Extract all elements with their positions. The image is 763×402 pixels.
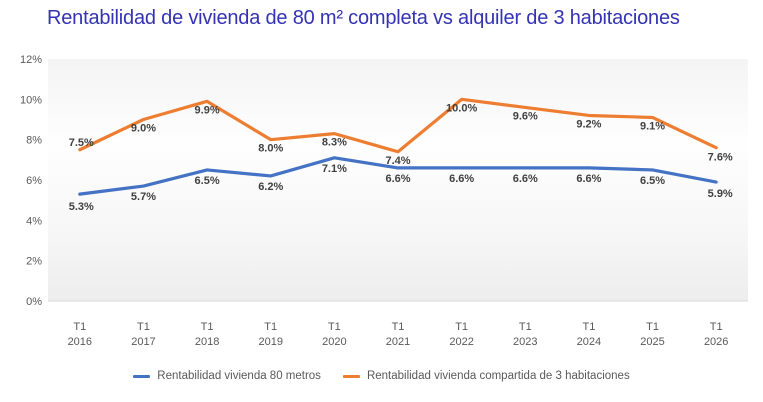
x-axis-label-year: 2021 — [386, 336, 410, 348]
x-axis-label-period: T1 — [646, 321, 659, 333]
legend-label: Rentabilidad vivienda 80 metros — [157, 370, 321, 382]
legend-swatch-blue-icon — [133, 374, 151, 378]
x-axis-label-period: T1 — [392, 321, 405, 333]
y-axis-label: 8% — [26, 135, 42, 147]
data-label: 10.0% — [446, 102, 477, 114]
x-axis-label-year: 2020 — [322, 336, 346, 348]
data-label: 8.0% — [258, 143, 283, 155]
x-axis-label-year: 2026 — [704, 336, 728, 348]
x-axis-label-year: 2023 — [513, 336, 537, 348]
legend-swatch-orange-icon — [342, 374, 360, 378]
data-label: 9.6% — [513, 110, 538, 122]
legend-item-vivienda-compartida: Rentabilidad vivienda compartida de 3 ha… — [342, 370, 630, 382]
data-label: 6.5% — [195, 175, 220, 187]
legend-label: Rentabilidad vivienda compartida de 3 ha… — [366, 370, 630, 382]
x-axis-label-period: T1 — [582, 321, 595, 333]
data-label: 5.7% — [131, 191, 156, 203]
data-label: 7.1% — [322, 163, 347, 175]
data-label: 6.6% — [513, 173, 538, 185]
data-label: 7.5% — [69, 137, 94, 149]
series-line-1 — [78, 97, 718, 154]
data-label: 8.3% — [322, 137, 347, 149]
x-axis-label-year: 2019 — [258, 336, 282, 348]
data-label: 6.2% — [258, 181, 283, 193]
chart-title: Rentabilidad de vivienda de 80 m² comple… — [47, 7, 680, 29]
legend-item-vivienda-80-metros: Rentabilidad vivienda 80 metros — [133, 370, 321, 382]
y-axis-label: 12% — [20, 54, 42, 66]
data-label: 9.1% — [640, 120, 665, 132]
data-label: 6.5% — [640, 175, 665, 187]
x-axis-label-period: T1 — [264, 321, 277, 333]
y-axis-label: 0% — [26, 296, 42, 308]
data-label: 5.9% — [708, 188, 733, 200]
line-chart: 0% 2% 4% 6% 8% 10% 12% T1 2016 T1 2017 T1 2018 T1 2019… — [20, 54, 748, 348]
data-label: 7.6% — [708, 152, 733, 164]
series-line-0 — [78, 156, 718, 196]
data-label: 9.9% — [195, 104, 220, 116]
data-label: 9.2% — [576, 118, 601, 130]
x-axis-label-year: 2016 — [68, 336, 92, 348]
x-axis-label-year: 2024 — [577, 336, 601, 348]
x-axis-label-period: T1 — [328, 321, 341, 333]
chart-legend: Rentabilidad vivienda 80 metros Rentabil… — [0, 370, 763, 382]
data-label: 6.6% — [449, 173, 474, 185]
x-axis-label-year: 2022 — [449, 336, 473, 348]
x-axis-label-period: T1 — [519, 321, 532, 333]
data-label: 6.6% — [385, 173, 410, 185]
data-label: 6.6% — [576, 173, 601, 185]
data-label: 5.3% — [69, 201, 94, 213]
x-axis-label-period: T1 — [137, 321, 150, 333]
x-axis-label-period: T1 — [455, 321, 468, 333]
x-axis-label-period: T1 — [710, 321, 723, 333]
x-axis-label-period: T1 — [73, 321, 86, 333]
data-label: 7.4% — [385, 155, 410, 167]
x-axis-label-year: 2025 — [640, 336, 664, 348]
x-axis-label-period: T1 — [201, 321, 214, 333]
y-axis-label: 2% — [26, 256, 42, 268]
data-label: 9.0% — [131, 123, 156, 135]
chart-dynamic-layer: 0% 2% 4% 6% 8% 10% 12% T1 2016 T1 2017 T1 2018 T1 2019… — [20, 54, 733, 348]
y-axis-label: 6% — [26, 175, 42, 187]
y-axis-label: 4% — [26, 215, 42, 227]
x-axis-label-year: 2018 — [195, 336, 219, 348]
x-axis-label-year: 2017 — [131, 336, 155, 348]
y-axis-label: 10% — [20, 94, 42, 106]
